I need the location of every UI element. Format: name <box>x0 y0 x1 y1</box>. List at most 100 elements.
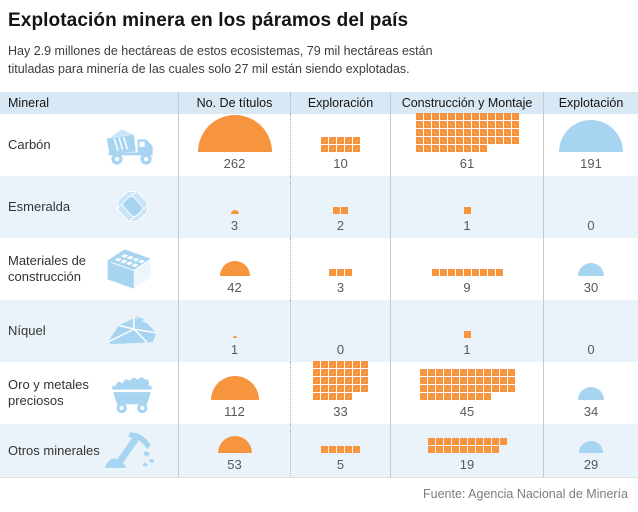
waffle-square <box>451 385 459 393</box>
waffle-square <box>439 137 447 145</box>
waffle-square <box>491 385 499 393</box>
construccion-y-montaje-cell: 45 <box>390 362 543 425</box>
value-label: 9 <box>463 280 471 296</box>
waffle-square <box>443 393 451 401</box>
semicircle-pictogram <box>210 376 259 401</box>
waffle-square <box>503 137 511 145</box>
waffle-square <box>431 145 439 153</box>
waffle-square <box>467 393 475 401</box>
value-label: 34 <box>583 404 599 420</box>
waffle-square <box>455 269 463 277</box>
waffle-square <box>423 113 431 121</box>
waffle-square <box>345 369 352 377</box>
pictogram-area <box>179 362 290 404</box>
waffle-square <box>475 393 483 401</box>
waffle-square <box>467 369 475 377</box>
value-label: 191 <box>580 156 602 172</box>
waffle-square <box>467 377 475 385</box>
waffle-square <box>353 137 360 145</box>
waffle-square <box>459 377 467 385</box>
mineral-label: Esmeralda <box>8 199 71 215</box>
pictogram-area <box>291 238 390 280</box>
value-label: 53 <box>227 457 242 473</box>
waffle-square <box>415 137 423 145</box>
waffle-square <box>329 269 336 277</box>
waffle-square <box>471 113 479 121</box>
mineral-cell: Oro y metales preciosos <box>0 362 178 424</box>
waffle-square <box>499 369 507 377</box>
waffle-square <box>471 137 479 145</box>
waffle-square <box>467 385 475 393</box>
mineral-label: Materiales de construcción <box>8 253 87 285</box>
waffle-square <box>483 377 491 385</box>
waffle-square <box>419 385 427 393</box>
semicircle-pictogram <box>217 436 252 454</box>
waffle-square <box>337 446 344 454</box>
waffle-square <box>443 377 451 385</box>
waffle-square <box>415 113 423 121</box>
waffle-square <box>451 369 459 377</box>
brick-icon <box>102 245 162 293</box>
waffle-square <box>511 113 519 121</box>
value-label: 1 <box>463 342 471 358</box>
waffle-square <box>329 377 336 385</box>
waffle-pictogram <box>463 207 471 215</box>
waffle-square <box>471 121 479 129</box>
waffle-square <box>459 369 467 377</box>
waffle-square <box>443 438 451 446</box>
waffle-square <box>337 361 344 369</box>
waffle-square <box>439 145 447 153</box>
rock-icon <box>102 307 162 355</box>
waffle-square <box>313 377 320 385</box>
waffle-square <box>463 207 471 215</box>
waffle-square <box>483 446 491 454</box>
exploracion-cell: 5 <box>290 424 390 479</box>
explotacion-cell: 30 <box>543 238 638 301</box>
column-header-2: No. De títulos <box>178 92 290 115</box>
waffle-square <box>499 385 507 393</box>
waffle-square <box>463 331 471 339</box>
waffle-square <box>435 438 443 446</box>
waffle-square <box>321 369 328 377</box>
waffle-square <box>479 113 487 121</box>
waffle-pictogram <box>333 207 348 215</box>
mineral-cell: Carbón <box>0 114 178 176</box>
column-header-4: Construcción y Montaje <box>390 92 543 115</box>
waffle-pictogram <box>427 438 507 454</box>
waffle-square <box>503 129 511 137</box>
waffle-square <box>455 145 463 153</box>
waffle-square <box>427 393 435 401</box>
waffle-square <box>345 269 352 277</box>
waffle-square <box>313 369 320 377</box>
waffle-square <box>333 207 340 215</box>
waffle-square <box>503 121 511 129</box>
explotacion-cell: 34 <box>543 362 638 425</box>
waffle-square <box>321 393 328 401</box>
waffle-square <box>447 121 455 129</box>
waffle-square <box>321 145 328 153</box>
mineral-cell: Otros minerales <box>0 424 178 479</box>
waffle-square <box>447 145 455 153</box>
mineral-label: Oro y metales preciosos <box>8 377 89 409</box>
mineral-cell: Materiales de construcción <box>0 238 178 300</box>
waffle-square <box>337 385 344 393</box>
no-de-titulos-cell: 42 <box>178 238 290 301</box>
explotacion-cell: 191 <box>543 114 638 177</box>
waffle-square <box>353 145 360 153</box>
waffle-square <box>337 369 344 377</box>
pictogram-area <box>391 300 543 342</box>
value-label: 112 <box>224 404 245 420</box>
mineral-cell: Níquel <box>0 300 178 363</box>
value-label: 19 <box>459 457 475 473</box>
construccion-y-montaje-cell: 1 <box>390 176 543 239</box>
waffle-square <box>479 121 487 129</box>
waffle-square <box>459 385 467 393</box>
pictogram-area <box>544 238 638 280</box>
waffle-pictogram <box>329 269 352 277</box>
waffle-square <box>345 361 352 369</box>
waffle-square <box>427 377 435 385</box>
exploracion-cell: 3 <box>290 238 390 301</box>
waffle-square <box>439 113 447 121</box>
explotacion-cell: 0 <box>543 176 638 239</box>
semicircle-pictogram <box>578 387 604 401</box>
